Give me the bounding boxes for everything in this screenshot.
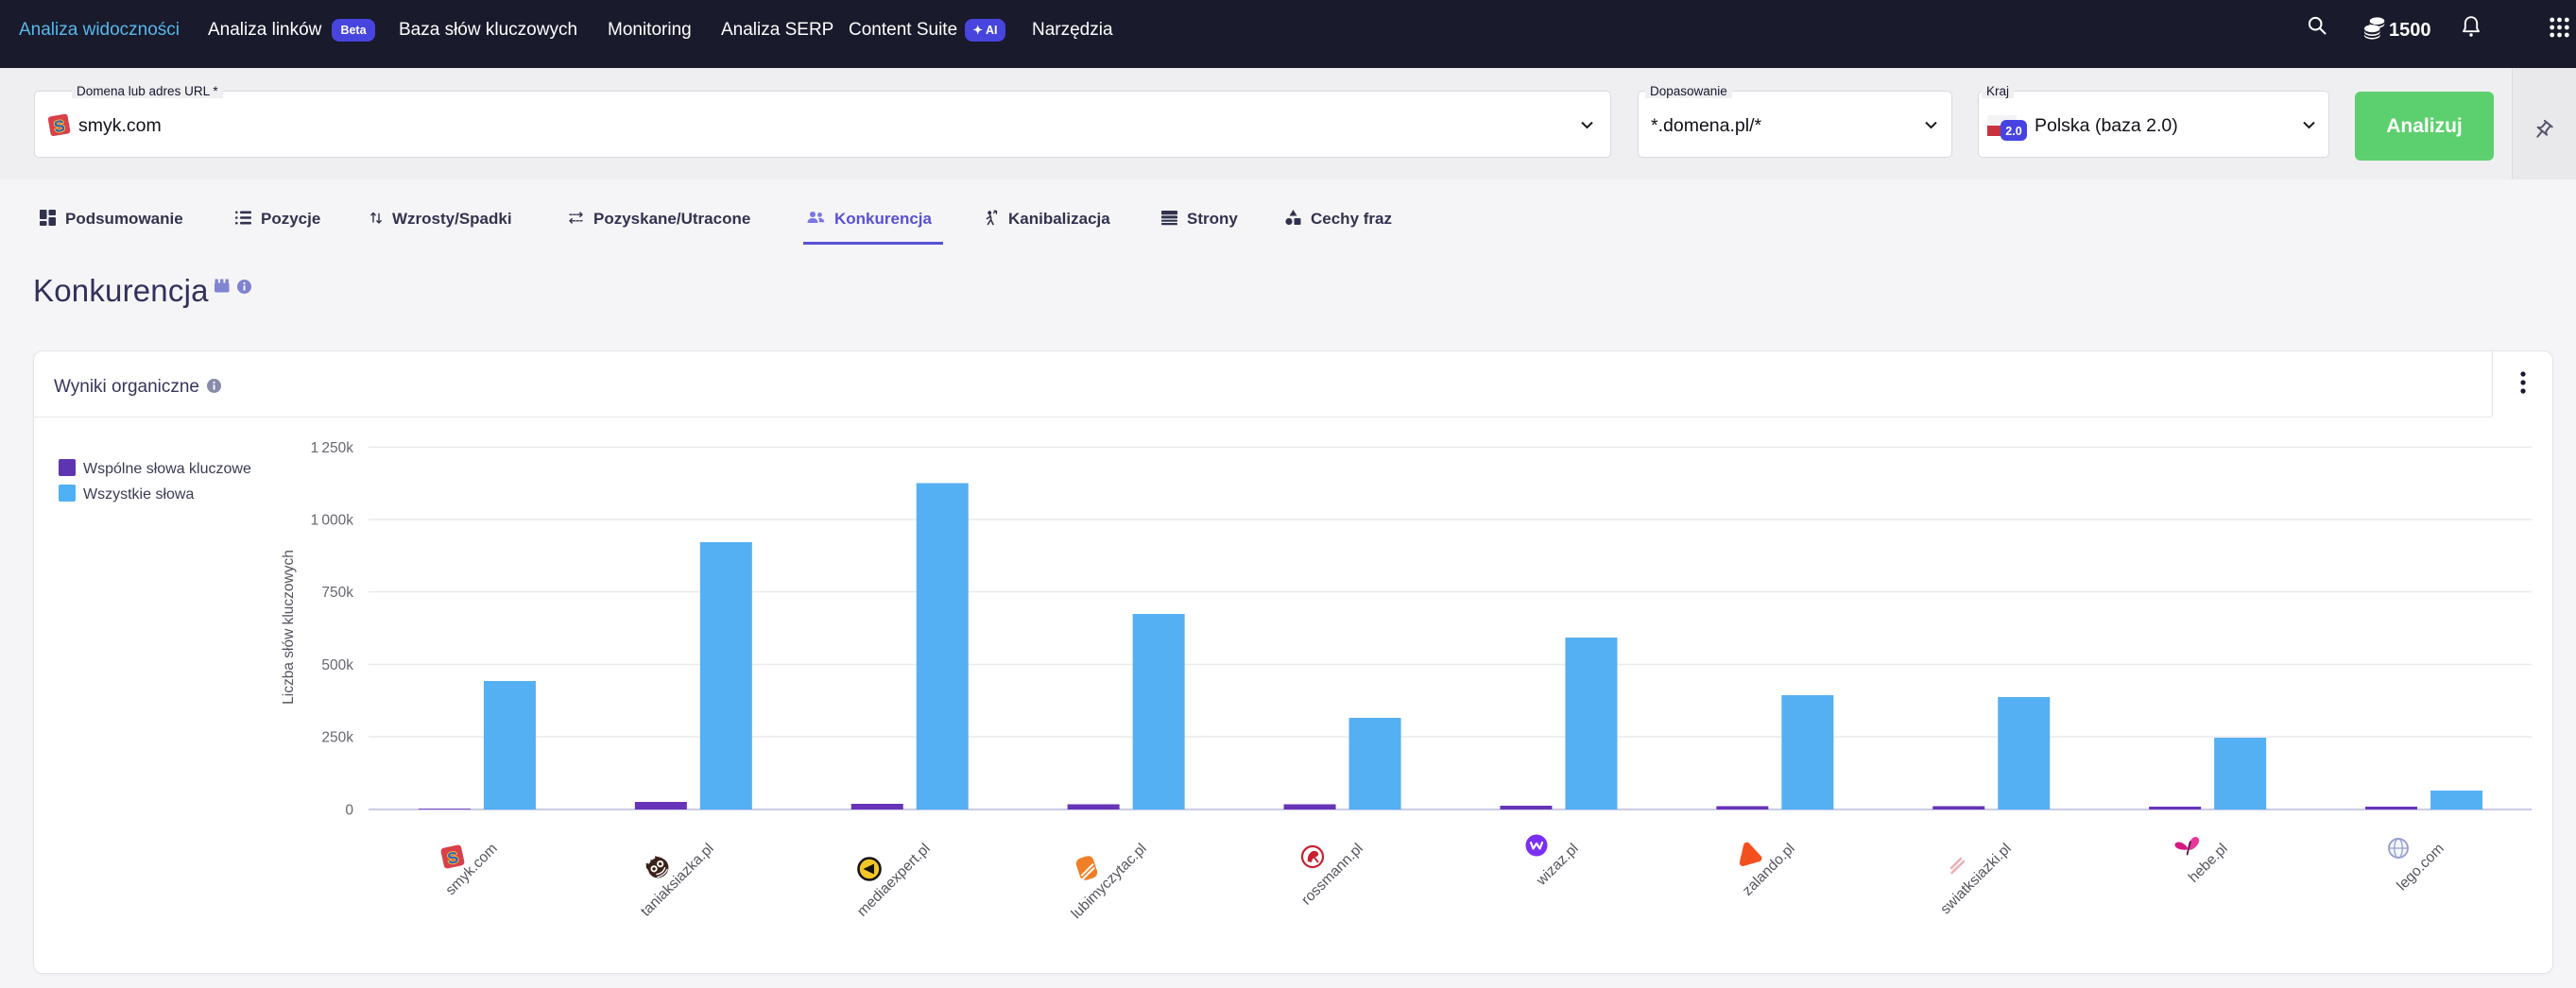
svg-text:1 000k: 1 000k <box>311 513 354 529</box>
svg-text:2.0: 2.0 <box>2005 125 2021 138</box>
svg-text:500k: 500k <box>321 657 353 673</box>
svg-text:S: S <box>53 117 66 137</box>
svg-text:0: 0 <box>345 803 353 819</box>
svg-text:Wspólne słowa kluczowe: Wspólne słowa kluczowe <box>83 461 251 477</box>
svg-text:S: S <box>446 848 460 868</box>
svg-text:1 250k: 1 250k <box>311 440 354 456</box>
svg-text:Liczba słów kluczowych: Liczba słów kluczowych <box>281 550 297 705</box>
svg-text:250k: 250k <box>321 730 353 746</box>
svg-text:swiatksiazki.pl: swiatksiazki.pl <box>1937 841 2014 917</box>
svg-text:lubimyczytac.pl: lubimyczytac.pl <box>1068 841 1149 922</box>
svg-text:taniaksiazka.pl: taniaksiazka.pl <box>638 841 717 920</box>
svg-text:Wszystkie słowa: Wszystkie słowa <box>83 486 194 503</box>
svg-text:750k: 750k <box>321 585 353 601</box>
